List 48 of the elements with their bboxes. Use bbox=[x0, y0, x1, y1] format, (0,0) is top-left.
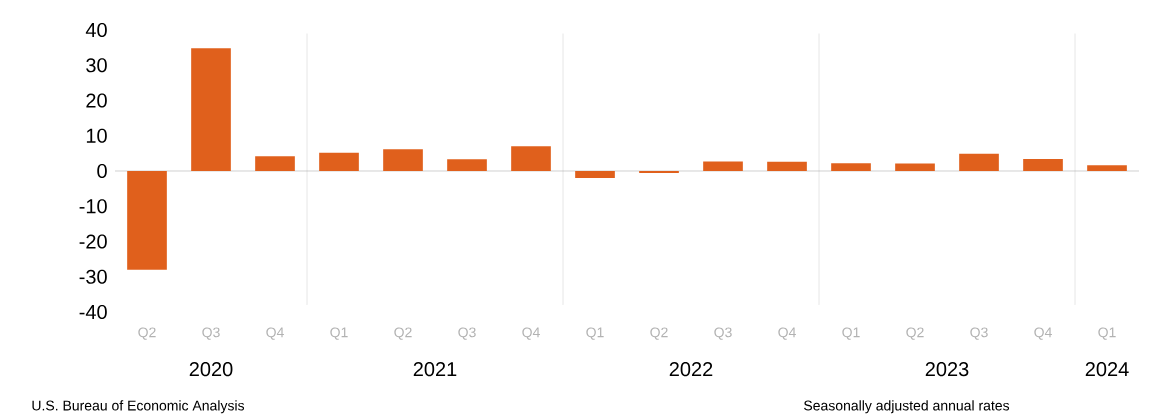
y-tick-label: -10 bbox=[79, 199, 107, 214]
bar bbox=[1087, 165, 1127, 171]
y-tick-label: 10 bbox=[86, 128, 107, 143]
bar bbox=[127, 171, 167, 270]
x-tick-label: Q1 bbox=[586, 327, 604, 340]
bar bbox=[831, 163, 871, 171]
text: 2021 bbox=[413, 362, 457, 377]
bar bbox=[191, 48, 231, 171]
bar bbox=[383, 149, 423, 171]
x-tick-label: Q3 bbox=[714, 327, 732, 340]
x-tick-label: Q3 bbox=[970, 327, 988, 340]
text: Seasonally adjusted annual rates bbox=[804, 400, 1010, 414]
x-tick-label: Q4 bbox=[778, 327, 796, 340]
y-tick-label: 20 bbox=[86, 93, 107, 108]
x-tick-label: Q4 bbox=[1034, 327, 1052, 340]
x-tick-label: Q4 bbox=[266, 327, 284, 340]
x-tick-label: Q1 bbox=[1098, 327, 1116, 340]
x-tick-label: Q2 bbox=[650, 327, 668, 340]
text: 2022 bbox=[669, 362, 713, 377]
bar bbox=[1023, 159, 1063, 171]
text: U.S. Bureau of Economic Analysis bbox=[32, 400, 245, 414]
y-tick-label: -30 bbox=[79, 269, 107, 284]
bar bbox=[895, 163, 935, 171]
text: 2023 bbox=[925, 362, 969, 377]
text: 2024 bbox=[1085, 362, 1129, 377]
bar bbox=[703, 161, 743, 171]
bar bbox=[319, 152, 359, 171]
y-tick-label: 0 bbox=[97, 163, 107, 179]
y-tick-label: -20 bbox=[79, 234, 107, 249]
x-tick-label: Q3 bbox=[202, 327, 220, 340]
x-tick-label: Q1 bbox=[330, 327, 348, 340]
bar bbox=[575, 171, 615, 179]
bar bbox=[767, 161, 807, 171]
y-tick-label: 40 bbox=[85, 22, 107, 38]
bar bbox=[959, 153, 999, 171]
x-tick-label: Q2 bbox=[138, 327, 156, 340]
text: 2020 bbox=[189, 362, 233, 377]
bar bbox=[447, 159, 487, 171]
y-tick-label: 30 bbox=[86, 58, 107, 73]
bar bbox=[255, 156, 295, 171]
x-tick-label: Q2 bbox=[906, 327, 924, 340]
bar bbox=[639, 171, 679, 174]
x-tick-label: Q4 bbox=[522, 327, 540, 340]
x-tick-label: Q3 bbox=[458, 327, 476, 340]
x-tick-label: Q1 bbox=[842, 327, 860, 340]
y-tick-label: -40 bbox=[79, 304, 107, 320]
bar bbox=[511, 146, 551, 171]
x-tick-label: Q2 bbox=[394, 327, 412, 340]
